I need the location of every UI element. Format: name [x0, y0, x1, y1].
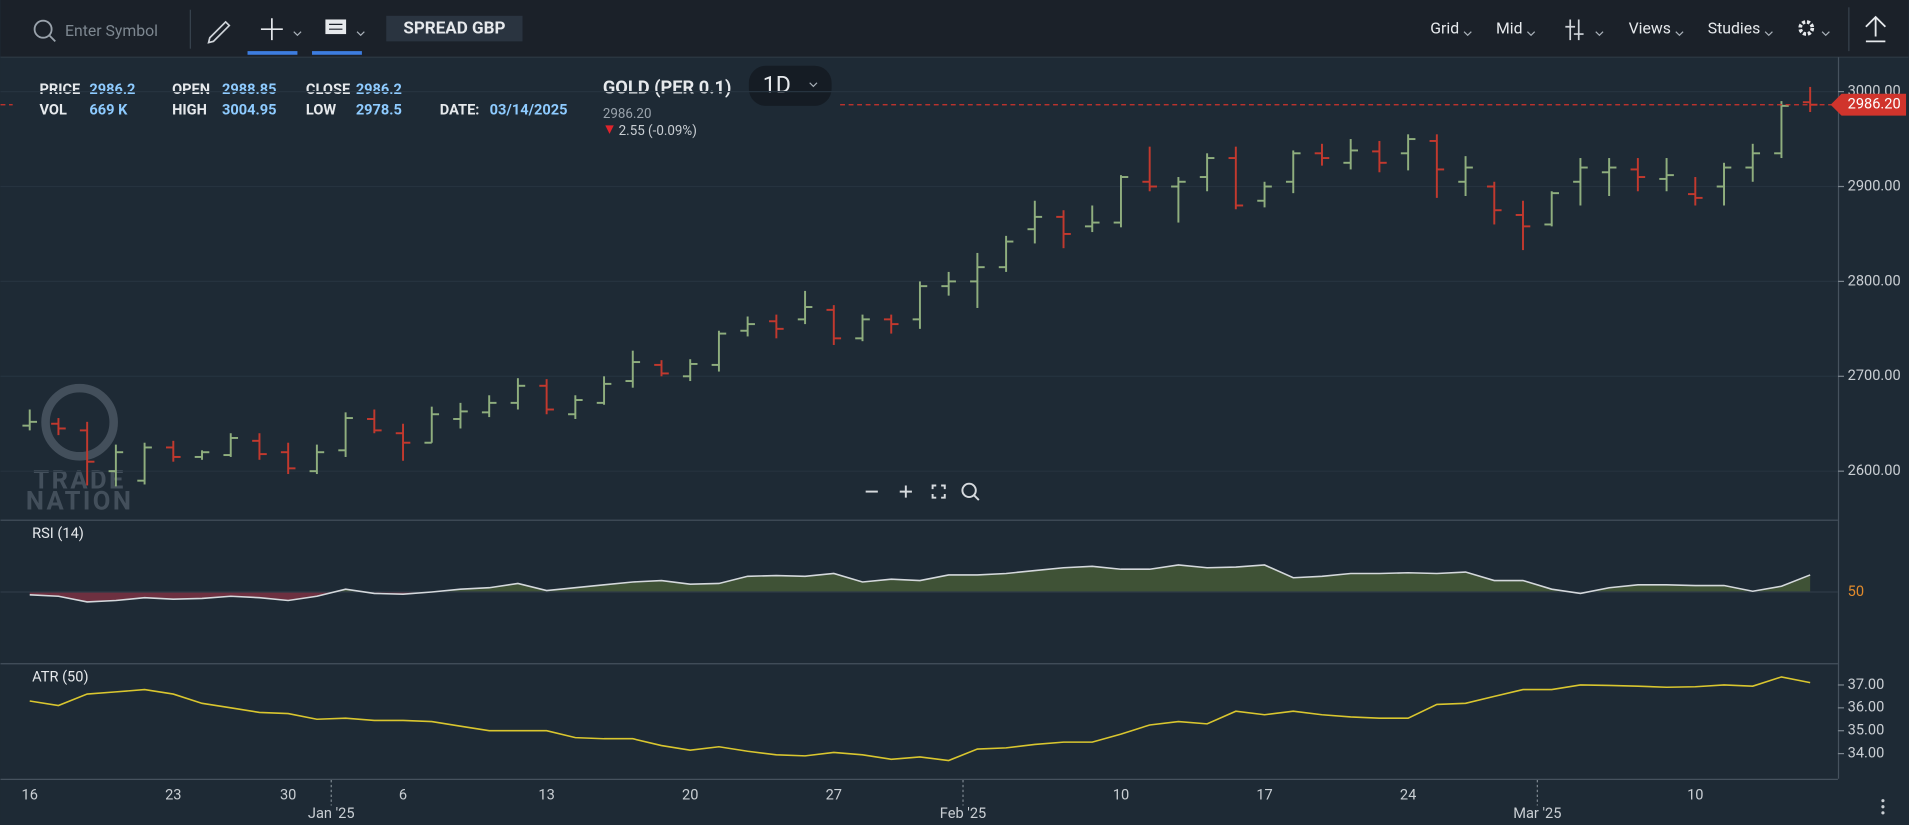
panel-frames [0, 57, 1840, 780]
y-tick-label: 2600.00 [1848, 461, 1901, 479]
active-underline [247, 51, 298, 55]
quote-value: 669 K [89, 101, 128, 119]
watermark-logo [41, 383, 118, 461]
indicator-line [29, 676, 1811, 762]
quote-label: DATE: [440, 101, 480, 119]
more-icon [1881, 805, 1885, 809]
export-icon[interactable] [1865, 15, 1887, 43]
chart-type-icon[interactable] [1565, 19, 1584, 41]
y-tick-label: 36.00 [1848, 698, 1885, 716]
draw-icon[interactable] [207, 20, 231, 44]
fit-button[interactable] [931, 484, 946, 499]
x-tick-label: 27 [826, 786, 842, 804]
quote-label: LOW [306, 101, 336, 119]
settings-icon[interactable] [1798, 20, 1815, 36]
menu-button[interactable]: Grid [1430, 18, 1459, 37]
chevron [1595, 31, 1604, 37]
comment-icon [329, 23, 343, 30]
panel-title: ATR (50) [32, 668, 88, 686]
quote-value: 03/14/2025 [490, 101, 568, 119]
menu-button[interactable]: Studies [1708, 18, 1761, 37]
y-tick-label: 35.00 [1848, 721, 1885, 739]
y-tick-label: 50 [1848, 582, 1864, 600]
interval[interactable]: 1D [763, 72, 791, 99]
x-tick-label: 16 [22, 786, 38, 804]
x-tick-label: 6 [399, 786, 407, 804]
x-tick-label: 13 [538, 786, 554, 804]
quote-label: CLOSE [306, 80, 350, 98]
chevron [1821, 31, 1830, 37]
x-tick-label: 10 [1113, 786, 1129, 804]
quote-value: 3004.95 [222, 101, 276, 119]
account-box [386, 15, 523, 42]
x-tick-label: 17 [1256, 786, 1272, 804]
x-month-label: Feb '25 [940, 804, 986, 822]
x-tick-label: 24 [1400, 786, 1416, 804]
active-underline [312, 51, 362, 55]
search-input[interactable]: Enter Symbol [65, 21, 158, 40]
search-icon [48, 34, 56, 43]
price-tag [1830, 93, 1907, 116]
area-below [29, 591, 1588, 602]
quote-value: 2978.5 [356, 101, 402, 119]
x-month-label: Mar '25 [1513, 804, 1561, 822]
chevron [1463, 31, 1472, 37]
y-tick-label: 2700.00 [1848, 366, 1901, 384]
last-price: 2986.20 [603, 107, 652, 122]
y-tick-label: 2800.00 [1848, 271, 1901, 289]
quote-label: HIGH [172, 101, 207, 119]
menu-button[interactable]: Views [1629, 18, 1671, 37]
price-change: 2.55 (-0.09%) [619, 124, 697, 139]
price-tag-label: 2986.20 [1848, 95, 1901, 113]
account-label[interactable]: SPREAD GBP [403, 19, 505, 39]
quote-value: 2986.2 [356, 80, 402, 98]
quote-label: OPEN [172, 80, 210, 98]
crosshair-icon[interactable] [260, 18, 283, 41]
panel-title: RSI (14) [32, 524, 84, 542]
x-month-label: Jan '25 [308, 804, 355, 822]
x-tick-label: 10 [1687, 786, 1703, 804]
more-icon [1881, 811, 1885, 815]
y-tick-label: 2900.00 [1848, 176, 1901, 194]
watermark-text: NATION [26, 486, 133, 516]
chevron[interactable] [293, 31, 302, 37]
more-icon[interactable] [1881, 799, 1885, 803]
indicator-line [29, 564, 1811, 603]
quote-label: VOL [39, 101, 67, 119]
chevron [1675, 31, 1684, 37]
chevron[interactable] [356, 31, 365, 37]
x-tick-label: 30 [280, 786, 296, 804]
comment-icon[interactable] [325, 19, 347, 35]
chevron [1764, 31, 1773, 37]
zoom-reset[interactable] [961, 482, 977, 499]
zoom-in[interactable] [899, 485, 912, 498]
x-tick-label: 20 [682, 786, 698, 804]
zoom-controls [865, 482, 980, 501]
symbol-name: GOLD (PER 0.1) [603, 78, 732, 99]
y-tick-label: 37.00 [1848, 675, 1885, 693]
x-tick-label: 23 [165, 786, 181, 804]
area-above [29, 564, 1811, 592]
quote-value: 2988.85 [222, 80, 276, 98]
menu-button[interactable]: Mid [1496, 18, 1523, 37]
y-tick-label: 34.00 [1848, 743, 1885, 761]
chevron [1526, 31, 1536, 37]
search-icon[interactable] [33, 19, 53, 39]
zoom-reset [973, 494, 980, 501]
down-arrow [605, 125, 614, 134]
chevron [809, 82, 818, 88]
quote-value: 2986.2 [89, 80, 135, 98]
toolbar [0, 0, 1909, 58]
quote-label: PRICE [39, 80, 80, 98]
interval-box[interactable] [748, 65, 832, 106]
